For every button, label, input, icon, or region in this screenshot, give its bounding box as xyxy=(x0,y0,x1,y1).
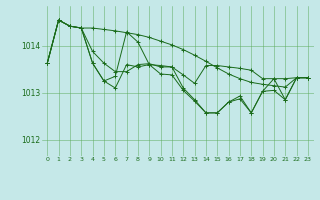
Text: Graphe pression niveau de la mer (hPa): Graphe pression niveau de la mer (hPa) xyxy=(65,184,255,193)
